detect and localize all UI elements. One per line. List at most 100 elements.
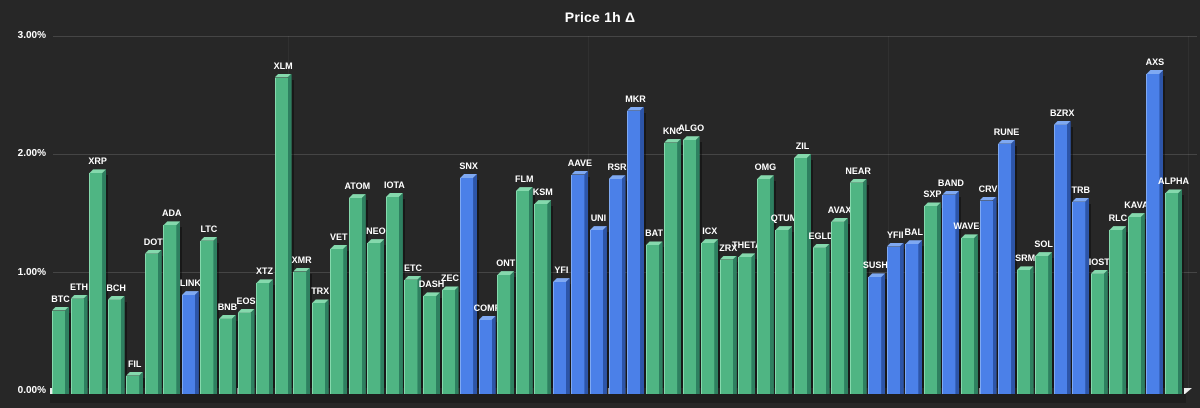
- bar-IOST: [1090, 269, 1110, 394]
- bar-RUNE: [998, 139, 1018, 394]
- bar-label-RUNE: RUNE: [993, 126, 1020, 137]
- bar-top-face: [794, 154, 811, 158]
- bar-THETA: [738, 253, 758, 394]
- bar-top-face: [553, 278, 570, 282]
- bar-top-face: [349, 194, 366, 198]
- bar-label-TRX: TRX: [311, 286, 330, 297]
- bar-side-face: [528, 187, 533, 394]
- bar-label-IOTA: IOTA: [383, 179, 405, 190]
- bar-cast-shadow: [143, 377, 146, 394]
- bar-DOT: [144, 249, 164, 394]
- bar-top-face: [775, 226, 792, 230]
- bar-top-face: [163, 221, 180, 225]
- bar-BZRX: [1053, 120, 1073, 394]
- bar-label-CRV: CRV: [978, 183, 998, 194]
- bar-side-face: [899, 242, 904, 394]
- bar-label-BAL: BAL: [904, 227, 924, 238]
- bar-label-COMP: COMP: [473, 303, 501, 314]
- bar-face: [515, 191, 530, 394]
- bar-face: [905, 244, 920, 394]
- bar-top-face: [1128, 213, 1145, 217]
- bar-cast-shadow: [1126, 232, 1129, 394]
- bar-top-face: [850, 179, 867, 183]
- bar-cast-shadow: [477, 180, 480, 394]
- bar-side-face: [825, 243, 830, 394]
- bar-side-face: [1122, 226, 1127, 394]
- bar-face: [404, 279, 419, 394]
- bar-face: [756, 179, 771, 394]
- bar-side-face: [862, 178, 867, 394]
- bar-top-face: [887, 243, 904, 247]
- bar-SUSHI: [868, 273, 888, 394]
- bar-cast-shadow: [1107, 275, 1110, 394]
- bar-label-LTC: LTC: [200, 223, 218, 234]
- bar-face: [682, 140, 697, 394]
- bar-ETH: [70, 294, 90, 394]
- bar-label-KNC: KNC: [662, 125, 683, 136]
- bar-face: [719, 259, 734, 394]
- bar-face: [534, 204, 549, 394]
- bar-top-face: [738, 253, 755, 257]
- bar-NEO: [367, 239, 387, 394]
- y-axis-tick: 3.00%: [17, 30, 46, 42]
- bar-face: [886, 246, 901, 394]
- bar-label-ALGO: ALGO: [678, 123, 705, 134]
- bar-top-face: [1035, 252, 1052, 256]
- bar-label-SXP: SXP: [923, 189, 942, 200]
- bar-side-face: [714, 239, 719, 394]
- bar-ZEC: [441, 286, 461, 394]
- bar-label-SNX: SNX: [459, 161, 478, 172]
- bar-side-face: [807, 153, 811, 394]
- bar-side-face: [176, 221, 181, 394]
- bar-face: [293, 271, 308, 394]
- bar-face: [497, 275, 512, 394]
- bar-face: [738, 257, 753, 394]
- bar-top-face: [961, 234, 978, 238]
- bar-top-face: [256, 279, 273, 283]
- bar-label-FIL: FIL: [127, 358, 142, 369]
- bar-side-face: [658, 241, 663, 394]
- bar-top-face: [1146, 70, 1163, 74]
- bar-RLC: [1109, 226, 1129, 394]
- bar-side-face: [621, 175, 626, 394]
- bar-cast-shadow: [625, 181, 628, 394]
- bar-cast-shadow: [681, 144, 684, 394]
- bar-top-face: [868, 273, 885, 277]
- bar-side-face: [1048, 252, 1053, 394]
- bar-side-face: [677, 138, 682, 394]
- gridline-vertical: [1188, 36, 1189, 391]
- bar-side-face: [881, 273, 886, 394]
- bar-label-EOS: EOS: [236, 295, 256, 306]
- bar-label-ETH: ETH: [70, 281, 89, 292]
- bar-top-face: [998, 140, 1015, 144]
- bar-BAT: [645, 241, 665, 394]
- bar-RSR: [608, 175, 628, 394]
- bar-top-face: [683, 136, 700, 140]
- y-axis-tick: 2.00%: [17, 148, 46, 160]
- bar-label-YFI: YFI: [554, 265, 569, 276]
- bar-top-face: [367, 239, 384, 243]
- bar-top-face: [1054, 121, 1071, 125]
- bar-side-face: [324, 299, 329, 394]
- bar-label-ATOM: ATOM: [344, 181, 371, 192]
- bar-face: [126, 375, 141, 394]
- bar-label-TRB: TRB: [1071, 184, 1091, 195]
- bar-face: [589, 230, 604, 394]
- bar-side-face: [157, 249, 162, 394]
- bar-top-face: [942, 191, 959, 195]
- bar-face: [1016, 270, 1031, 394]
- bar-QTUM: [775, 226, 795, 394]
- bar-side-face: [602, 226, 607, 394]
- bar-cast-shadow: [384, 245, 387, 394]
- bar-side-face: [565, 278, 570, 394]
- bar-cast-shadow: [124, 301, 127, 394]
- bar-cast-shadow: [440, 298, 442, 394]
- bar-top-face: [590, 226, 607, 230]
- bar-ETC: [404, 275, 424, 394]
- bar-side-face: [120, 295, 125, 394]
- bar-top-face: [145, 250, 162, 254]
- bar-cast-shadow: [829, 249, 832, 394]
- bar-label-ZRX: ZRX: [719, 242, 738, 253]
- bar-cast-shadow: [903, 248, 906, 394]
- bar-top-face: [460, 174, 477, 178]
